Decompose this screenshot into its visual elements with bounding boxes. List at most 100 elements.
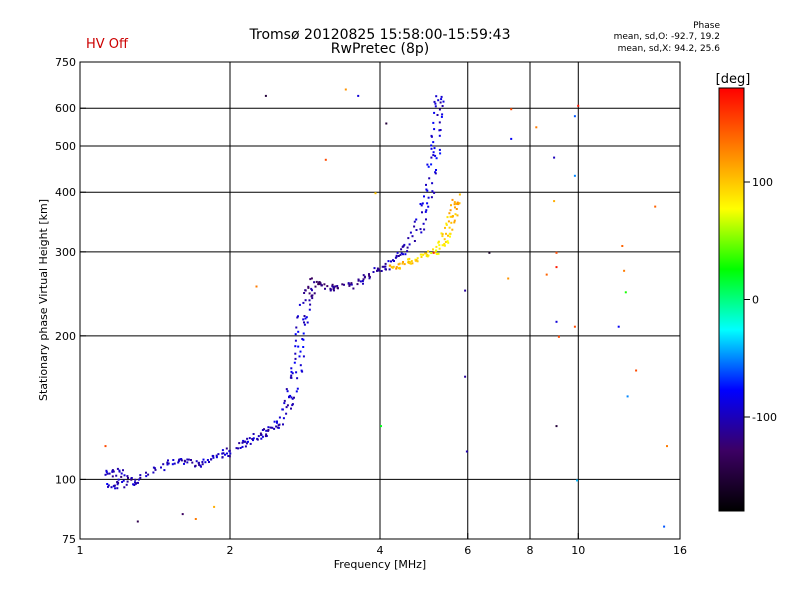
o-mode-echo-point <box>229 452 232 455</box>
o-mode-echo-point <box>105 471 108 473</box>
x-mode-echo-point <box>433 251 436 254</box>
o-mode-echo-point <box>198 463 201 466</box>
o-mode-echo-point <box>256 438 259 441</box>
o-mode-echo-point <box>162 463 165 466</box>
o-mode-echo-point <box>111 469 114 472</box>
o-mode-echo-point <box>167 459 169 462</box>
x-mode-echo-point <box>402 261 404 263</box>
o-mode-echo-point <box>332 285 335 288</box>
y-tick-label: 500 <box>55 140 76 153</box>
o-mode-echo-point <box>427 205 430 208</box>
o-mode-echo-point <box>304 299 307 302</box>
o-mode-echo-point <box>299 364 302 367</box>
o-mode-echo-point <box>177 461 180 464</box>
o-mode-echo-point <box>432 151 435 154</box>
o-mode-echo-point <box>394 256 397 259</box>
x-mode-echo-point <box>437 252 440 255</box>
o-mode-echo-point <box>442 100 445 103</box>
o-mode-echo-point <box>111 470 114 473</box>
o-mode-echo-point <box>294 357 297 360</box>
o-mode-echo-point <box>430 134 433 137</box>
o-mode-echo-point <box>184 460 186 463</box>
o-mode-echo-point <box>326 285 329 288</box>
o-mode-echo-point <box>121 481 124 483</box>
o-mode-echo-point <box>308 292 311 295</box>
o-mode-echo-point <box>120 472 123 475</box>
o-mode-echo-point <box>307 285 310 288</box>
o-mode-echo-point <box>434 154 437 157</box>
noise-echo-point <box>194 518 197 520</box>
noise-echo-point <box>136 520 139 523</box>
x-mode-echo-point <box>411 262 414 265</box>
o-mode-echo-point <box>363 275 366 278</box>
chart-title: Tromsø 20120825 15:58:00-15:59:43 <box>249 27 511 43</box>
o-mode-echo-point <box>264 435 267 438</box>
o-mode-echo-point <box>440 98 443 101</box>
noise-echo-point <box>573 174 576 177</box>
o-mode-echo-point <box>285 406 288 409</box>
x-tick-label: 4 <box>377 544 384 557</box>
o-mode-echo-point <box>202 458 205 461</box>
o-mode-echo-point <box>425 188 428 191</box>
o-mode-echo-point <box>334 285 337 288</box>
o-mode-echo-point <box>221 452 224 455</box>
o-mode-echo-point <box>290 367 293 370</box>
x-mode-echo-point <box>438 244 441 247</box>
o-mode-echo-point <box>362 282 364 285</box>
noise-echo-point <box>104 445 107 448</box>
o-mode-echo-point <box>267 429 270 431</box>
o-mode-echo-point <box>294 339 297 342</box>
noise-echo-point <box>535 126 538 129</box>
o-mode-echo-point <box>407 237 410 240</box>
o-mode-echo-point <box>127 477 129 479</box>
o-mode-echo-point <box>310 287 313 290</box>
o-mode-echo-point <box>199 464 202 467</box>
y-tick-label: 300 <box>55 246 76 259</box>
o-mode-echo-point <box>415 229 418 231</box>
x-mode-echo-point <box>391 266 394 269</box>
o-mode-echo-point <box>249 442 252 445</box>
o-mode-echo-point <box>341 283 344 286</box>
o-mode-echo-point <box>308 299 311 302</box>
o-mode-echo-point <box>183 462 185 465</box>
o-mode-echo-point <box>296 316 299 319</box>
o-mode-echo-point <box>397 255 400 257</box>
x-mode-echo-point <box>456 203 459 205</box>
o-mode-echo-point <box>343 283 345 286</box>
o-mode-echo-point <box>160 466 162 469</box>
x-mode-echo-point <box>440 232 443 235</box>
x-mode-echo-point <box>401 262 404 265</box>
x-mode-echo-point <box>447 241 450 244</box>
o-mode-echo-point <box>427 165 430 168</box>
o-mode-echo-point <box>201 463 204 466</box>
o-mode-echo-point <box>427 196 430 199</box>
o-mode-echo-point <box>313 292 316 295</box>
hv-status-label: HV Off <box>86 37 128 52</box>
o-mode-echo-point <box>125 483 128 486</box>
o-mode-echo-point <box>392 259 394 262</box>
o-mode-echo-point <box>134 478 137 481</box>
o-mode-echo-point <box>336 285 339 287</box>
o-mode-echo-point <box>186 461 189 464</box>
o-mode-echo-point <box>430 163 433 166</box>
x-mode-echo-point <box>438 247 441 250</box>
x-mode-echo-point <box>435 253 438 255</box>
o-mode-echo-point <box>226 452 228 455</box>
o-mode-echo-point <box>376 269 379 272</box>
o-mode-echo-point <box>368 274 371 277</box>
y-tick-label: 400 <box>55 186 76 199</box>
o-mode-echo-point <box>294 352 297 355</box>
o-mode-echo-point <box>413 240 416 242</box>
noise-echo-point <box>465 450 468 453</box>
o-mode-echo-point <box>311 289 313 292</box>
o-mode-echo-point <box>438 148 441 151</box>
o-mode-echo-point <box>331 283 334 286</box>
colorbar-tick-label: 100 <box>752 176 773 189</box>
o-mode-echo-point <box>324 287 326 290</box>
y-tick-label: 200 <box>55 330 76 343</box>
o-mode-echo-point <box>406 250 409 253</box>
o-mode-echo-point <box>438 121 441 124</box>
o-mode-echo-point <box>419 228 422 231</box>
o-mode-echo-point <box>191 461 194 464</box>
x-mode-echo-point <box>441 233 444 236</box>
